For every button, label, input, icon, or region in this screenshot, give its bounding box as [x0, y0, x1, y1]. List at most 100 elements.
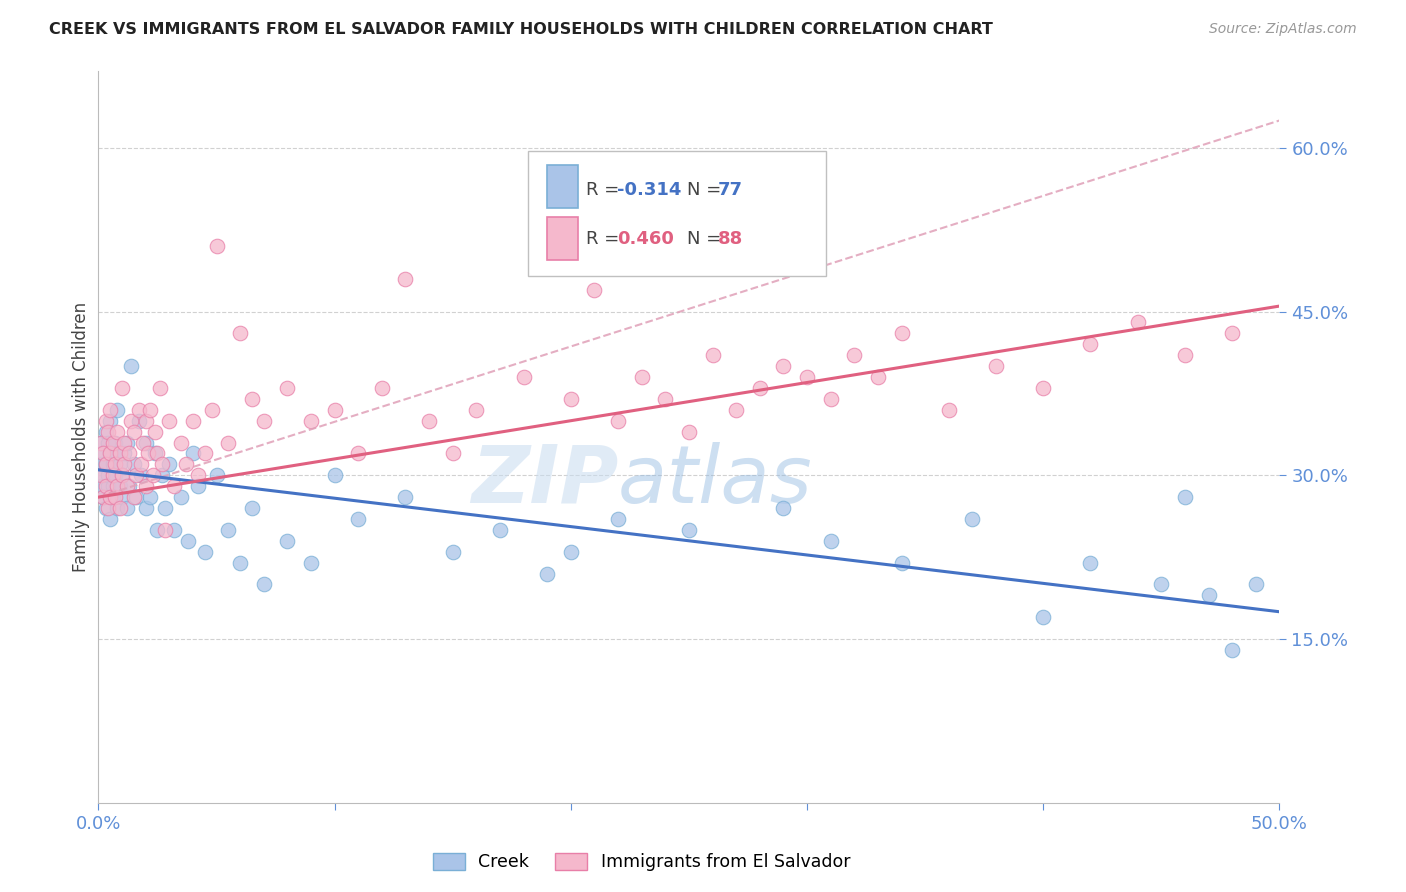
Point — [157, 458, 180, 472]
Point — [98, 512, 121, 526]
Point — [323, 468, 346, 483]
Point — [1150, 577, 1173, 591]
Point — [146, 446, 169, 460]
Point — [115, 435, 138, 450]
Point — [143, 425, 166, 439]
Point — [94, 479, 117, 493]
Point — [122, 490, 145, 504]
Point — [163, 523, 186, 537]
Point — [181, 446, 204, 460]
Point — [844, 348, 866, 362]
Point — [229, 556, 252, 570]
Point — [135, 435, 157, 450]
Point — [98, 490, 121, 504]
Point — [108, 501, 131, 516]
Point — [1220, 326, 1243, 341]
Legend: Creek, Immigrants from El Salvador: Creek, Immigrants from El Salvador — [426, 846, 858, 879]
Point — [984, 359, 1007, 373]
Text: atlas: atlas — [619, 442, 813, 520]
Point — [115, 501, 138, 516]
Point — [418, 414, 440, 428]
Point — [1198, 588, 1220, 602]
Point — [128, 414, 150, 428]
Point — [174, 458, 197, 472]
Point — [441, 446, 464, 460]
Point — [150, 468, 173, 483]
Text: Source: ZipAtlas.com: Source: ZipAtlas.com — [1209, 22, 1357, 37]
Text: 77: 77 — [718, 181, 744, 199]
Point — [371, 381, 394, 395]
Point — [347, 446, 370, 460]
Point — [94, 425, 117, 439]
Point — [125, 468, 148, 483]
Point — [90, 435, 112, 450]
Point — [122, 425, 145, 439]
Point — [139, 490, 162, 504]
Y-axis label: Family Households with Children: Family Households with Children — [72, 302, 90, 572]
Point — [91, 490, 114, 504]
Point — [323, 402, 346, 417]
Point — [607, 414, 630, 428]
Point — [98, 414, 121, 428]
Point — [583, 283, 606, 297]
Point — [125, 490, 148, 504]
Point — [253, 577, 276, 591]
Point — [177, 533, 200, 548]
Point — [128, 402, 150, 417]
Point — [111, 490, 134, 504]
Point — [678, 425, 700, 439]
Point — [157, 414, 180, 428]
Point — [607, 512, 630, 526]
Point — [108, 458, 131, 472]
Point — [560, 392, 582, 406]
Point — [118, 479, 141, 493]
Point — [890, 556, 912, 570]
Point — [654, 392, 676, 406]
Point — [101, 468, 124, 483]
Point — [217, 435, 239, 450]
Point — [112, 435, 135, 450]
Point — [129, 468, 152, 483]
Point — [187, 468, 209, 483]
Point — [132, 435, 155, 450]
Point — [94, 458, 117, 472]
Point — [90, 468, 112, 483]
Point — [105, 479, 128, 493]
Point — [97, 501, 120, 516]
Text: 0.460: 0.460 — [617, 230, 673, 248]
Point — [170, 490, 193, 504]
Point — [630, 370, 652, 384]
Point — [112, 458, 135, 472]
Point — [91, 446, 114, 460]
Point — [111, 381, 134, 395]
Point — [240, 392, 263, 406]
Point — [98, 446, 121, 460]
Point — [194, 545, 217, 559]
Point — [1174, 490, 1197, 504]
Point — [101, 490, 124, 504]
Point — [94, 414, 117, 428]
Point — [205, 239, 228, 253]
Point — [866, 370, 889, 384]
Point — [394, 272, 416, 286]
Text: 88: 88 — [718, 230, 744, 248]
Point — [772, 501, 794, 516]
Point — [1126, 315, 1149, 329]
Point — [938, 402, 960, 417]
Point — [820, 533, 842, 548]
Point — [276, 381, 298, 395]
Point — [121, 414, 143, 428]
Point — [97, 435, 120, 450]
Point — [108, 479, 131, 493]
Point — [91, 446, 114, 460]
Point — [748, 381, 770, 395]
Point — [153, 523, 176, 537]
Point — [1220, 643, 1243, 657]
Text: R =: R = — [586, 230, 624, 248]
Point — [201, 402, 224, 417]
Point — [194, 446, 217, 460]
Point — [105, 402, 128, 417]
Point — [394, 490, 416, 504]
Point — [170, 435, 193, 450]
Point — [217, 523, 239, 537]
